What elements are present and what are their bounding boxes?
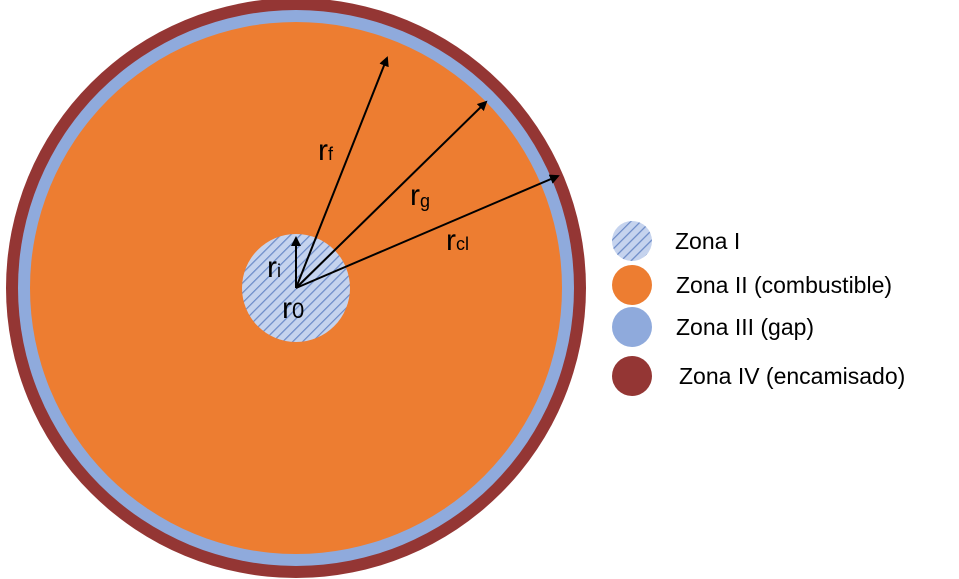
- label-r-cl: rcl: [446, 224, 469, 257]
- legend-item-zone-ii: Zona II (combustible): [612, 265, 892, 305]
- legend-label-zone-iv: Zona IV (encamisado): [679, 363, 905, 389]
- arrow-r-f: [295, 56, 389, 289]
- legend-item-zone-i: Zona I: [612, 221, 740, 261]
- legend-item-zone-iii: Zona III (gap): [612, 307, 814, 347]
- legend-swatch-zone-iii: [612, 307, 652, 347]
- legend-label-zone-ii: Zona II (combustible): [676, 272, 892, 298]
- label-r-g: rg: [410, 179, 430, 212]
- legend-item-zone-iv: Zona IV (encamisado): [612, 356, 905, 396]
- legend-label-zone-iii: Zona III (gap): [676, 314, 814, 340]
- label-r-f: rf: [318, 134, 334, 167]
- legend: Zona I Zona II (combustible) Zona III (g…: [612, 221, 905, 396]
- label-r-i: ri: [267, 251, 281, 284]
- arrow-r-cl: [295, 174, 560, 289]
- label-r-0: r0: [282, 292, 304, 325]
- legend-swatch-zone-ii: [612, 265, 652, 305]
- legend-label-zone-i: Zona I: [675, 228, 740, 254]
- legend-swatch-zone-iv: [612, 356, 652, 396]
- legend-swatch-zone-i: [612, 221, 652, 261]
- arrow-r-g: [295, 100, 488, 289]
